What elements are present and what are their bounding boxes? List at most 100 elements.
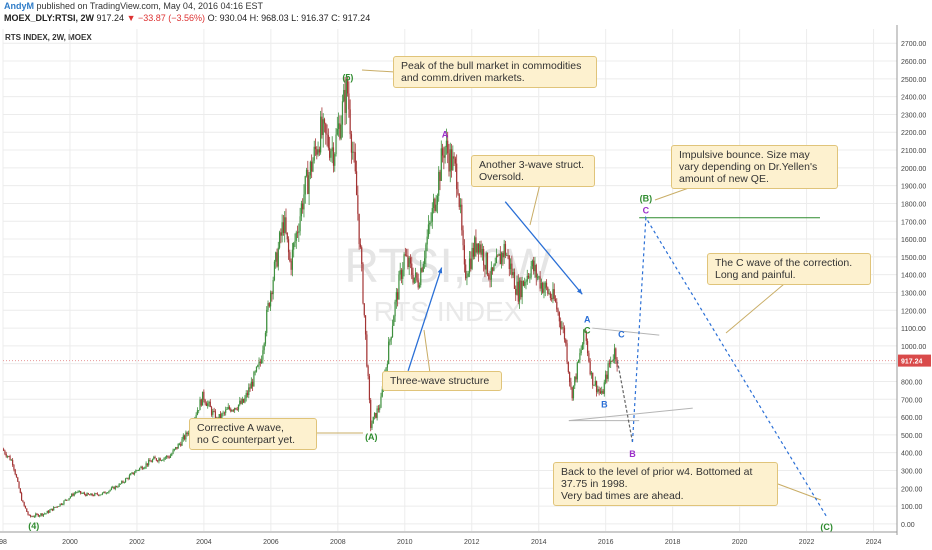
candle-body [267,303,269,310]
symbol-name[interactable]: MOEX_DLY:RTSI, 2W [4,13,95,23]
candle-body [311,161,313,172]
candle-body [498,254,500,256]
candle-body [198,410,200,411]
projection-main [631,215,828,518]
candle-body [408,257,410,268]
annotation-back-to-w4[interactable]: Back to the level of prior w4. Bottomed … [553,462,778,506]
candle-body [282,222,285,233]
candle-body [278,232,281,248]
candle-body [445,140,448,148]
annotation-c-wave[interactable]: The C wave of the correction. Long and p… [707,253,871,285]
candle-body [21,492,23,501]
candle-body [65,499,68,501]
candle-body [395,292,397,302]
candle-body [166,455,168,458]
annotation-peak[interactable]: Peak of the bull market in commodities a… [393,56,597,88]
time-tick-label: 2008 [330,539,346,546]
candle-body [385,367,387,374]
candle-body [540,283,542,289]
annotation-another-3-wave[interactable]: Another 3-wave struct. Oversold. [471,155,595,187]
candle-body [13,464,15,470]
time-tick-label: 2004 [196,539,212,546]
annotation-three-wave[interactable]: Three-wave structure [382,371,502,391]
candle-body [548,293,550,295]
candle-body [569,372,571,383]
triangle-line-lower [568,407,693,422]
price-tick-label: 1300.00 [901,290,926,297]
candle-body [468,258,471,274]
time-tick-label: 2002 [129,539,145,546]
candle-body [533,260,535,272]
candle-body [381,389,383,397]
candle-body [82,492,84,494]
candle-body [420,268,422,286]
author-link[interactable]: AndyM [4,1,34,11]
candle-body [579,353,581,361]
candle-body [253,372,255,387]
candle-body [249,387,251,389]
candle-body [580,349,582,354]
price-tick-label: 1600.00 [901,237,926,244]
candle-body [529,277,531,279]
candle-body [199,399,201,411]
candle-body [115,486,118,488]
candle-body [339,123,341,139]
arrow-down-head [576,288,583,295]
candle-body [162,459,164,461]
candle-body [146,463,148,466]
annotation-corrective-a[interactable]: Corrective A wave, no C counterpart yet. [189,418,317,450]
candle-body [594,380,596,386]
candle-body [608,363,611,365]
candle-body [273,261,276,280]
candle-body [287,239,290,253]
candle-body [538,276,540,278]
candle-body [243,398,245,403]
candle-body [185,432,187,440]
candle-body [508,255,510,270]
candle-body [303,194,305,210]
candle-body [524,281,526,286]
candle-body [154,457,156,459]
candle-body [485,252,487,270]
candle-body [554,298,557,302]
candle-body [269,292,272,307]
price-tick-label: 400.00 [901,451,923,458]
candle-body [258,361,260,366]
candle-body [195,414,197,418]
candle-body [447,140,449,154]
candle-body [453,156,455,159]
candle-body [275,252,277,262]
price-tick-label: 500.00 [901,433,923,440]
candle-body [140,466,142,468]
candle-body [105,493,107,494]
price-tick-label: 1400.00 [901,273,926,280]
wave-label: (5) [342,73,353,83]
candle-body [553,289,555,299]
time-tick-label: 2016 [598,539,614,546]
candle-body [377,408,379,410]
price-tick-label: 100.00 [901,504,923,511]
candle-body [513,272,516,289]
candle-body [323,119,326,124]
candle-body [149,459,151,462]
candle-body [449,149,451,172]
candle-body [494,263,496,266]
candle-body [506,255,508,257]
candle-body [427,224,430,237]
annotation-impulsive-bounce[interactable]: Impulsive bounce. Size may vary dependin… [671,145,838,189]
candle-body [302,203,304,210]
candle-body [212,411,214,415]
arrow-up [407,267,443,371]
candle-body [139,467,141,471]
price-tick-label: 1000.00 [901,344,926,351]
candle-body [254,371,256,373]
change-text: −33.87 (−3.56%) [138,13,206,23]
candle-body [232,409,234,411]
candle-body [304,176,306,195]
chart-axes: 2700.00 2600.00 2500.00 2400.00 2300.00 2200.… [0,25,932,546]
candle-body [402,269,404,279]
candle-body [316,149,318,155]
candle-body [363,303,365,316]
candle-body [169,455,172,458]
candle-body [268,303,270,307]
